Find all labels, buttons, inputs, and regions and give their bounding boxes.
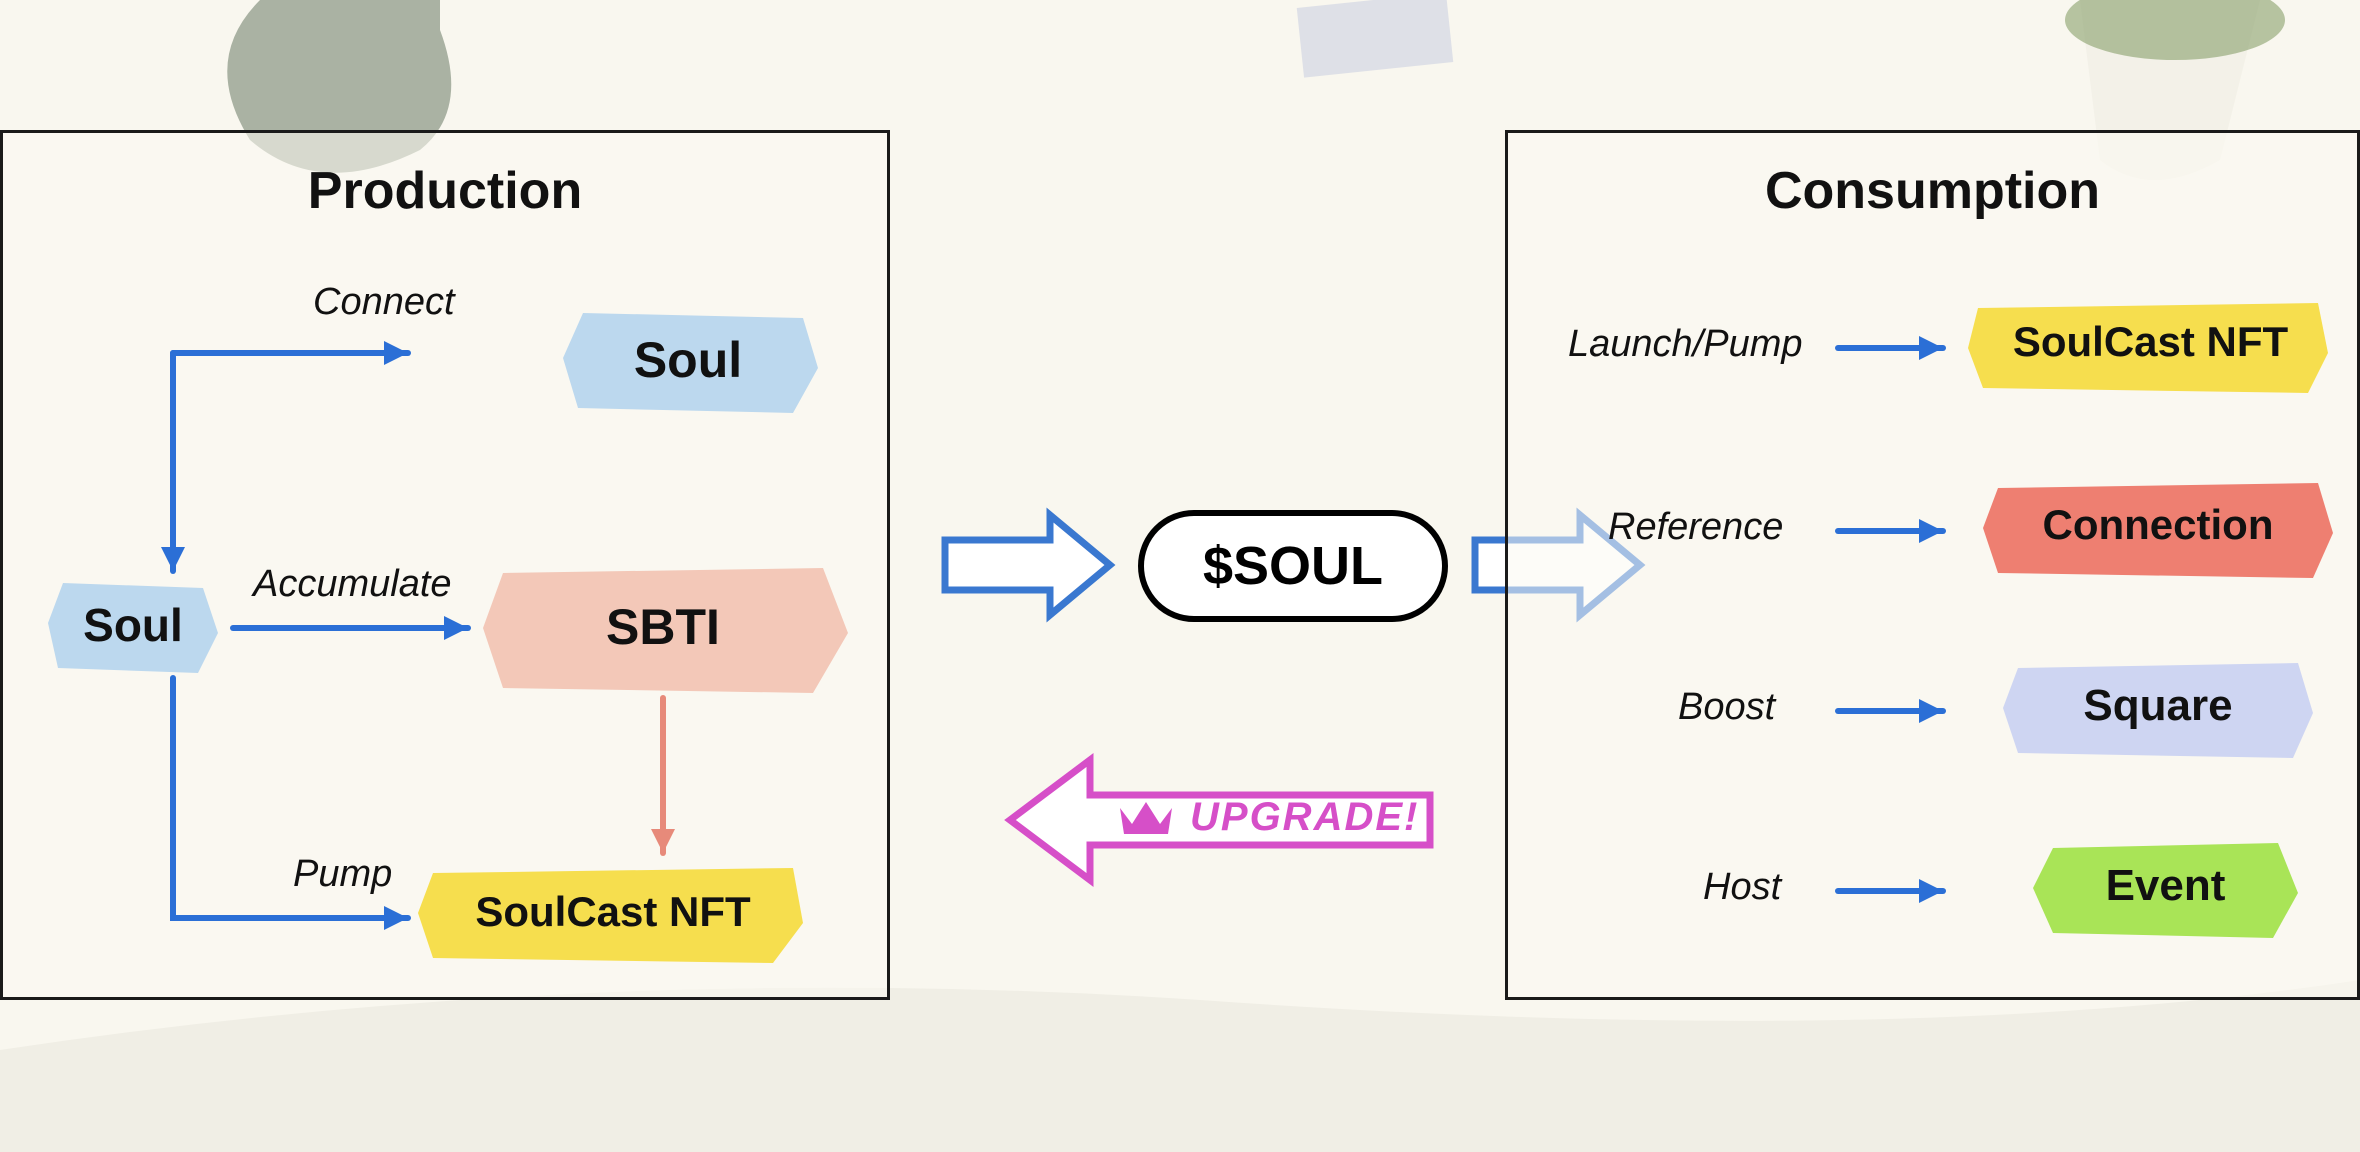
consumption-panel: Consumption Launch/Pump SoulCast [1505, 130, 2360, 1000]
label-soul-top: Soul [563, 331, 813, 389]
upgrade-label: UPGRADE! [1190, 795, 1430, 840]
label-soul-left: Soul [53, 598, 213, 652]
edge-boost: Boost [1678, 686, 1775, 729]
edge-host: Host [1703, 866, 1781, 909]
edge-connect: Connect [313, 281, 455, 324]
label-connection: Connection [1993, 501, 2323, 549]
edge-reference: Reference [1608, 506, 1783, 549]
arrowhead [444, 616, 468, 640]
edge-pump: Pump [293, 853, 392, 896]
edge-launchpump: Launch/Pump [1568, 323, 1803, 366]
label-square: Square [2013, 681, 2303, 731]
soul-pill-label: $SOUL [1203, 536, 1383, 596]
arrowhead [384, 906, 408, 930]
label-event: Event [2048, 861, 2283, 911]
diagram-stage: Production [0, 0, 2360, 1152]
arrowhead [384, 341, 408, 365]
production-panel: Production [0, 130, 890, 1000]
edge-accumulate: Accumulate [253, 563, 452, 606]
arrowhead [161, 547, 185, 571]
label-nft-prod: SoulCast NFT [423, 888, 803, 936]
label-sbti: SBTI [503, 598, 823, 656]
arrowhead [651, 829, 675, 853]
soul-pill: $SOUL [1138, 510, 1448, 622]
label-nft-cons: SoulCast NFT [1978, 318, 2323, 366]
